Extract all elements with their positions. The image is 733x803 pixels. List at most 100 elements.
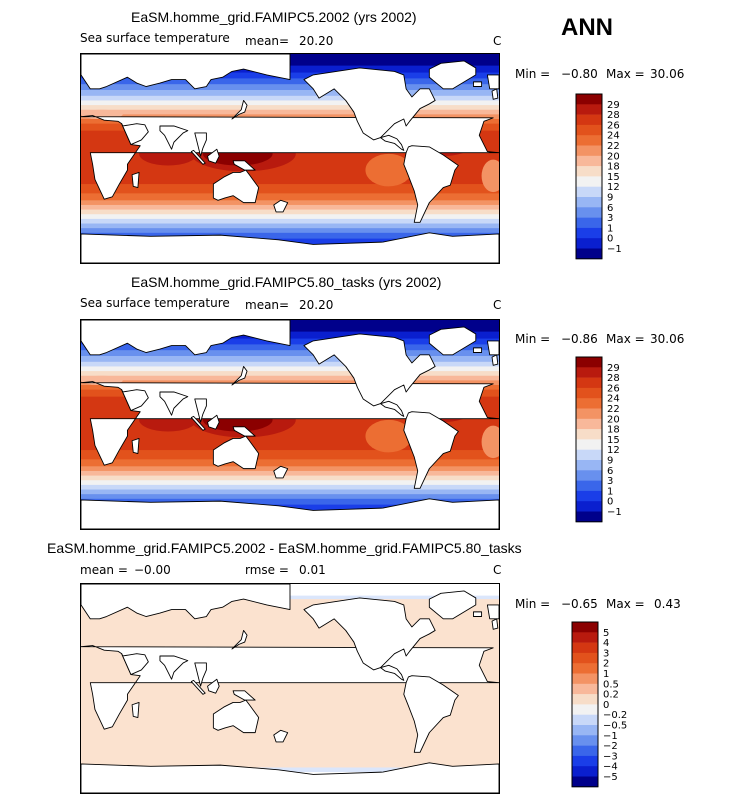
landmass (274, 466, 288, 478)
colorbar-swatch (576, 217, 602, 229)
panel-2-max-value: 30.06 (650, 332, 685, 346)
panel-2-title: EaSM.homme_grid.FAMIPC5.80_tasks (yrs 20… (131, 274, 442, 290)
colorbar-tick-label: −2 (603, 741, 618, 752)
colorbar-tick-label: 1 (607, 223, 613, 234)
colorbar-swatch (572, 652, 598, 664)
landmass (429, 591, 475, 619)
landmass (487, 605, 499, 619)
panel-2-mean-value: 20.20 (299, 298, 334, 312)
landmass (473, 348, 481, 353)
panel-1-max-value: 30.06 (650, 67, 685, 81)
colorbar-tick-label: −0.2 (603, 710, 627, 721)
colorbar-tick-label: 20 (607, 151, 620, 162)
landmass (473, 82, 481, 87)
landmass (492, 355, 498, 365)
colorbar-swatch (576, 449, 602, 461)
landmass (81, 233, 499, 263)
colorbar-swatch (576, 207, 602, 218)
panel-1-colorbar: 29 28 26 24 22 20 18 15 12 9 6 3 1 0 −1 (575, 93, 636, 260)
colorbar-swatch (576, 155, 602, 167)
panel-1-mean-value: 20.20 (299, 34, 334, 48)
colorbar-swatch (576, 387, 602, 399)
colorbar-tick-label: 29 (607, 100, 620, 111)
colorbar-tick-label: 0.5 (603, 679, 619, 690)
landmass (404, 412, 459, 489)
colorbar-tick-label: −1 (607, 244, 622, 255)
colorbar-swatch (576, 408, 602, 420)
colorbar-swatch (576, 135, 602, 146)
panel-3-max-label: Max = (606, 597, 645, 611)
colorbar-swatch (572, 766, 598, 777)
panel-3-min-label: Min = (515, 597, 551, 611)
landmass (381, 401, 404, 416)
continents (81, 54, 499, 263)
panel-2-min-label: Min = (515, 332, 551, 346)
colorbar-swatch (576, 186, 602, 198)
landmass (195, 663, 207, 686)
colorbar-tick-label: 15 (607, 172, 620, 183)
colorbar-swatch (572, 632, 598, 643)
panel-3-map (80, 583, 500, 794)
colorbar-swatch (576, 94, 602, 105)
colorbar-tick-label: 15 (607, 435, 620, 446)
landmass (195, 399, 207, 422)
landmass (213, 436, 258, 469)
landmass (81, 499, 499, 529)
panel-3-min-value: −0.65 (561, 597, 598, 611)
landmass (233, 691, 255, 700)
landmass (487, 75, 499, 89)
colorbar-swatch (572, 694, 598, 705)
colorbar-swatch (576, 166, 602, 177)
panel-1-min-value: −0.80 (561, 67, 598, 81)
landmass (191, 680, 205, 694)
landmass (404, 146, 459, 223)
landmass (232, 630, 247, 649)
colorbar-swatch (576, 114, 602, 126)
panel-1-map (80, 53, 500, 264)
panel-1-title: EaSM.homme_grid.FAMIPC5.2002 (yrs 2002) (131, 9, 417, 25)
colorbar-tick-label: 26 (607, 120, 620, 131)
panel-3-units: C (493, 563, 502, 577)
landmass (213, 700, 258, 733)
landmass (274, 200, 288, 212)
colorbar-tick-label: 18 (607, 162, 620, 173)
landmass (122, 124, 149, 145)
colorbar-swatch (572, 642, 598, 654)
colorbar-swatch (576, 398, 602, 409)
landmass (429, 327, 475, 355)
landmass (81, 763, 499, 793)
landmass (81, 646, 499, 730)
landmass (191, 150, 205, 164)
landmass (160, 126, 188, 149)
colorbar-tick-label: 2 (603, 659, 609, 670)
panel-2-variable: Sea surface temperature (80, 296, 230, 310)
landmass (232, 100, 247, 119)
colorbar-swatch (576, 501, 602, 512)
colorbar-swatch (572, 673, 598, 685)
panel-2-units: C (493, 298, 502, 312)
colorbar-tick-label: −4 (603, 762, 618, 773)
landmass (304, 598, 435, 670)
colorbar-tick-label: 29 (607, 363, 620, 374)
landmass (232, 366, 247, 385)
landmass (160, 656, 188, 679)
colorbar-swatch (572, 683, 598, 695)
panel-1-max-label: Max = (606, 67, 645, 81)
colorbar-swatch (572, 776, 598, 788)
panel-3-colorbar: 5 4 3 2 1 0.5 0.2 0 −0.2 −0.5 −1 −2 −3 −4 −5 (571, 621, 632, 788)
colorbar-swatch (576, 511, 602, 523)
colorbar-tick-label: 0 (607, 234, 613, 245)
colorbar-swatch (576, 470, 602, 481)
landmass (404, 676, 459, 753)
colorbar-tick-label: 1 (607, 486, 613, 497)
colorbar-swatch (576, 227, 602, 239)
colorbar-swatch (576, 248, 602, 260)
landmass (122, 654, 149, 675)
landmass (122, 390, 149, 411)
colorbar-swatch (576, 197, 602, 208)
colorbar-swatch (572, 714, 598, 726)
landmass (233, 161, 255, 170)
colorbar-tick-label: 22 (607, 404, 620, 415)
colorbar-swatch (576, 238, 602, 249)
landmass (81, 116, 499, 200)
